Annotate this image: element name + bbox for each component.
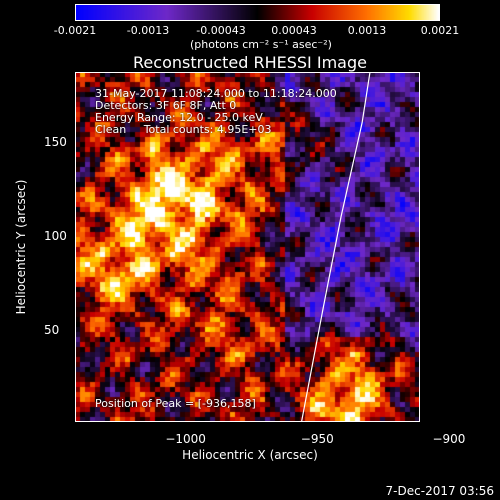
colorbar-tick-label: -0.0013 — [126, 24, 170, 37]
annotation-time: 31-May-2017 11:08:24.000 to 11:18:24.000 — [95, 87, 337, 100]
x-tick-label: −900 — [432, 432, 466, 446]
footer-timestamp: 7-Dec-2017 03:56 — [385, 484, 494, 498]
colorbar — [75, 4, 440, 21]
colorbar-tick-label: 0.0013 — [347, 24, 387, 37]
y-tick-label: 50 — [44, 322, 60, 337]
y-tick-label: 100 — [44, 228, 67, 243]
y-tick-label: 150 — [44, 134, 67, 149]
colorbar-units: (photons cm⁻² s⁻¹ asec⁻²) — [190, 38, 332, 51]
plot-frame — [75, 72, 420, 422]
colorbar-tick-label: 0.0021 — [420, 24, 460, 37]
x-axis-label: Heliocentric X (arcsec) — [182, 448, 318, 462]
y-axis-label: Heliocentric Y (arcsec) — [14, 179, 28, 315]
annotation-peak: Position of Peak = [-936,158] — [95, 397, 256, 410]
x-tick-label: −1000 — [165, 432, 206, 446]
limb-overlay — [300, 72, 371, 422]
heatmap-image — [75, 72, 420, 422]
colorbar-tick-label: -0.00043 — [196, 24, 246, 37]
colorbar-tick-label: 0.00043 — [271, 24, 317, 37]
annotation-energy: Energy Range: 12.0 - 25.0 keV — [95, 111, 263, 124]
annotation-detectors: Detectors: 3F 6F 8F, Att 0 — [95, 99, 237, 112]
x-tick-label: −950 — [300, 432, 334, 446]
colorbar-tick-label: -0.0021 — [53, 24, 97, 37]
annotation-clean: Clean Total counts: 4.95E+03 — [95, 123, 272, 136]
chart-title: Reconstructed RHESSI Image — [133, 53, 367, 72]
solar-limb-line — [300, 72, 371, 422]
